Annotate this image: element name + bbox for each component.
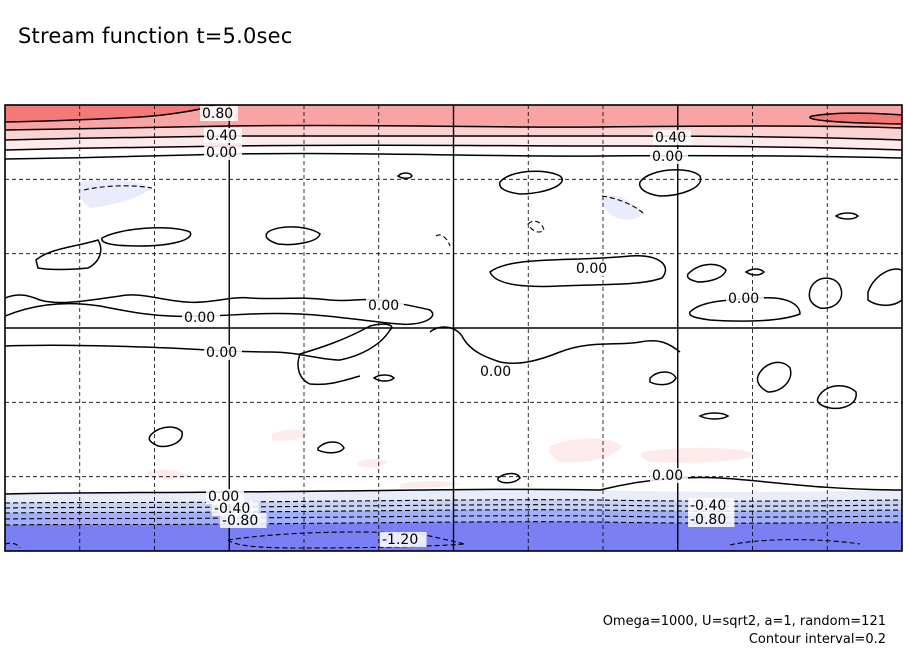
contour-solid-9: [265, 226, 321, 246]
contour-label: 0.00: [206, 145, 237, 161]
contour-solid-28: [698, 412, 730, 420]
contour-dashed-6: [729, 539, 861, 546]
contour-solid-15: [744, 268, 766, 276]
contour-solid-3: [5, 144, 902, 151]
chart-title: Stream function t=5.0sec: [18, 24, 293, 48]
contour-dashed-2: [5, 509, 902, 514]
contour-labels: 0.800.400.000.400.000.000.000.000.000.00…: [182, 106, 764, 548]
contour-label: -0.80: [222, 513, 258, 529]
contour-label: 0.00: [576, 261, 607, 277]
contour-solid-10: [396, 172, 413, 179]
contour-solid-12: [35, 239, 102, 271]
parameter-note: Omega=1000, U=sqrt2, a=1, random=121: [602, 614, 886, 629]
contour-label-bg: [653, 130, 691, 145]
contour-solid-26: [317, 441, 345, 454]
contour-label: -1.20: [382, 532, 418, 548]
contour-solid-14: [686, 263, 727, 283]
contour-solid-27: [497, 472, 521, 484]
contour-solid-6: [498, 170, 563, 195]
patch-negative-a: [77, 180, 152, 208]
contour-dashed-10: [435, 234, 451, 247]
contour-label: 0.40: [655, 130, 686, 146]
contour-solid-7: [638, 169, 702, 197]
contour-solid-0: [5, 105, 216, 123]
contour-label: 0.40: [206, 128, 237, 144]
contour-solid-23: [816, 385, 857, 410]
contour-label-bg: [478, 364, 516, 379]
contour-label: 0.00: [652, 468, 683, 484]
contour-label-bg: [650, 149, 688, 164]
contour-interval-note: Contour interval=0.2: [748, 632, 886, 647]
contour-label: 0.00: [480, 364, 511, 380]
contour-dashed-7: [83, 185, 153, 191]
contour-label: 0.00: [206, 345, 237, 361]
contour-solid-30: [5, 476, 902, 495]
contour-solid-20: [808, 277, 843, 309]
contour-label-bg: [204, 345, 242, 360]
patch-positive-b: [358, 459, 388, 468]
contour-solid-18: [429, 326, 681, 364]
contour-label: -0.80: [690, 512, 726, 528]
contour-label-bg: [220, 513, 267, 528]
contour-label: 0.00: [728, 291, 759, 307]
contour-label-bg: [204, 128, 242, 143]
contour-solid-11: [834, 212, 860, 220]
contour-solid-21: [867, 268, 902, 306]
contour-label: 0.00: [184, 310, 215, 326]
contour-dashed-8: [601, 195, 645, 215]
contour-label-bg: [182, 310, 220, 325]
grid-lines: [5, 105, 902, 551]
patch-negative-b: [600, 194, 644, 220]
contour-label-bg: [206, 489, 244, 504]
contour-label: 0.80: [202, 106, 233, 122]
contour-solid-17: [5, 323, 393, 386]
patch-positive-e: [148, 469, 190, 479]
contour-label-bg: [574, 261, 612, 276]
plot-frame: [4, 104, 903, 552]
contour-dashed-3: [5, 515, 902, 520]
contour-solid-29: [372, 374, 396, 382]
contour-label-bg: [366, 298, 404, 313]
contour-label-bg: [212, 501, 259, 516]
contour-label-bg: [688, 498, 735, 513]
contour-solid-13: [489, 255, 667, 288]
contour-lines: [5, 105, 902, 549]
contour-solid-24: [649, 371, 677, 386]
contour-solid-2: [5, 134, 902, 141]
patch-positive-d: [640, 447, 758, 463]
contour-label-bg: [380, 532, 427, 547]
contour-solid-22: [756, 361, 792, 393]
contour-dashed-11: [5, 542, 21, 549]
contour-solid-1: [5, 124, 902, 131]
contour-solid-25: [148, 426, 183, 448]
contour-label: 0.00: [652, 149, 683, 165]
contour-dashed-5: [227, 531, 466, 549]
contour-dashed-0: [5, 499, 902, 504]
contour-dashed-9: [527, 220, 545, 233]
contour-label-bg: [650, 468, 688, 483]
patch-positive-a: [272, 429, 308, 441]
contour-dashed-1: [5, 504, 902, 509]
contour-solid-8: [101, 227, 192, 247]
patch-positive-f: [400, 481, 460, 488]
contour-solid-4: [5, 152, 902, 160]
contour-dashed-4: [5, 521, 902, 526]
contour-label: 0.00: [368, 298, 399, 314]
contour-solid-5: [809, 112, 902, 125]
contour-label-bg: [204, 145, 242, 160]
contour-label-bg: [200, 106, 238, 121]
patch-positive-c: [549, 438, 622, 463]
contour-label-bg: [688, 512, 735, 527]
contour-label: -0.40: [690, 498, 726, 514]
contour-label-bg: [726, 291, 764, 306]
band-positive-4: [5, 105, 215, 122]
